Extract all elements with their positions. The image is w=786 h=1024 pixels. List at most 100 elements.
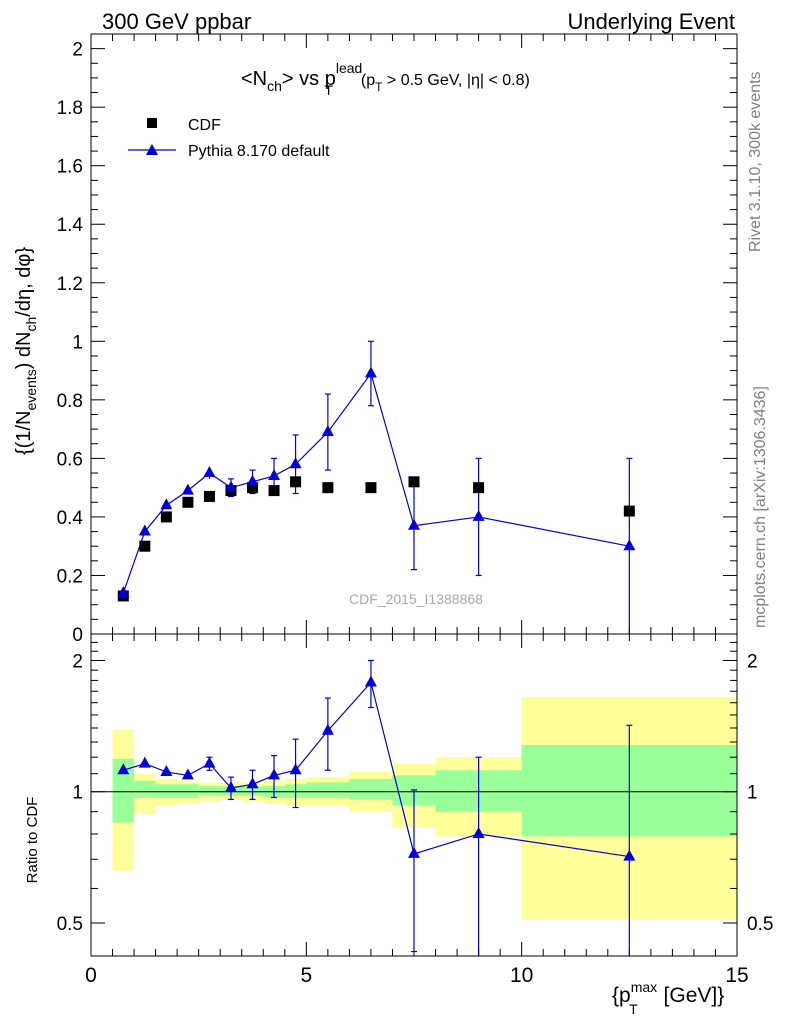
ratio-point: [268, 768, 281, 780]
header-right: Underlying Event: [567, 9, 735, 34]
ratio-point: [321, 723, 334, 735]
main-ylabel: {(1/Nevents) dNch/dη, dφ}: [13, 247, 39, 455]
xlabel: {pmax T [GeV]}: [612, 979, 724, 1017]
ratio-point: [472, 826, 485, 838]
y-tick-label: 1.8: [57, 98, 83, 119]
cdf-point: [247, 482, 258, 494]
cdf-point: [203, 490, 215, 502]
title-part1: <N: [241, 68, 267, 90]
legend-data-label: CDF: [188, 117, 221, 134]
ratio-point: [408, 846, 420, 858]
mc-point: [268, 468, 281, 480]
band-inner: [198, 786, 221, 796]
mc-point: [472, 509, 485, 521]
mc-point: [224, 480, 237, 492]
ratio-point: [289, 763, 302, 775]
legend: CDF Pythia 8.170 default: [128, 117, 330, 160]
title-sup: lead: [336, 60, 362, 76]
mc-point: [181, 483, 194, 495]
cdf-point: [160, 511, 172, 523]
cdf-point: [623, 505, 635, 517]
y-tick-label: 0.4: [57, 508, 84, 529]
y-tick-label: 0.6: [57, 449, 83, 470]
x-tick-label: 15: [725, 964, 748, 987]
cdf-point: [473, 482, 485, 494]
ratio-point: [364, 675, 377, 687]
title-cut-a: (p: [361, 72, 375, 89]
ratio-point: [160, 764, 173, 776]
y-tick-label: 1.6: [57, 157, 83, 178]
ratio-y-tick-label-right: 1: [747, 783, 758, 804]
xlabel-a: {p: [612, 984, 631, 1007]
mc-point: [623, 539, 636, 551]
ratio-y-tick-label: 0.5: [57, 914, 83, 935]
band-inner: [177, 784, 199, 798]
analysis-watermark: CDF_2015_I1388868: [349, 591, 483, 607]
cdf-point: [268, 485, 280, 497]
band-inner: [155, 784, 178, 798]
legend-mc-label: Pythia 8.170 default: [188, 143, 330, 160]
rivet-label: Rivet 3.1.10, 300k events: [747, 71, 764, 252]
mc-point: [203, 466, 216, 478]
band-inner: [349, 778, 393, 800]
title-sub2: T: [324, 82, 333, 98]
xlabel-sub: T: [629, 1001, 638, 1017]
cdf-point: [139, 540, 151, 552]
legend-data-marker: [147, 118, 157, 128]
cdf-point: [408, 476, 420, 488]
mc-point: [160, 498, 173, 510]
ratio-point: [623, 849, 636, 861]
title-part2: > vs p: [282, 68, 336, 90]
ratio-y-tick-label-right: 0.5: [747, 914, 773, 935]
ylabel-c: /dη, dφ}: [13, 247, 35, 317]
ratio-panel: 0 5 10 15 0.5 0.5 1 1 2 2: [57, 633, 773, 987]
mc-point: [321, 425, 334, 437]
x-tick-label: 0: [85, 964, 97, 987]
mc-point: [246, 474, 259, 486]
ratio-point: [224, 780, 237, 792]
ratio-y-tick-label: 1: [72, 783, 83, 804]
mc-point: [408, 518, 420, 530]
mcplots-label: mcplots.cern.ch [arXiv:1306.3436]: [752, 386, 769, 628]
cdf-point: [290, 476, 302, 488]
legend-mc-marker: [146, 144, 158, 155]
y-tick-label: 1: [72, 332, 83, 353]
title-sub1: ch: [267, 78, 282, 94]
ratio-point: [117, 763, 130, 775]
title-cut-b: > 0.5 GeV, |η| < 0.8): [382, 72, 529, 89]
x-tick-label: 10: [510, 964, 533, 987]
mc-point: [138, 524, 151, 536]
mc-point: [289, 457, 302, 469]
ylabel-b-sub: ch: [23, 317, 39, 332]
mc-point: [364, 366, 377, 378]
y-tick-label: 0.2: [57, 566, 83, 587]
ratio-y-tick-label-right: 2: [747, 651, 758, 672]
header-left: 300 GeV ppbar: [102, 9, 251, 34]
main-panel: 0 0.2 0.4 0.6 0.8 1 1.2 1.4 1.6 1.8 2: [57, 33, 738, 648]
band-inner: [306, 782, 350, 798]
y-tick-label: 0: [72, 625, 83, 646]
cdf-point: [365, 482, 377, 494]
main-title: <Nch> vs plead T(pT > 0.5 GeV, |η| < 0.8): [241, 60, 530, 98]
y-tick-label: 1.2: [57, 274, 83, 295]
y-tick-label: 1.4: [57, 215, 84, 236]
ratio-point: [138, 756, 151, 768]
title-cut-sub: T: [375, 80, 383, 94]
band-inner: [112, 758, 135, 823]
mc-point: [117, 586, 130, 598]
cdf-point: [322, 482, 334, 494]
y-tick-label: 0.8: [57, 391, 83, 412]
ratio-ylabel: Ratio to CDF: [24, 797, 41, 884]
ylabel-b: ) dN: [13, 331, 35, 369]
ratio-y-tick-label: 2: [72, 651, 83, 672]
band-inner: [134, 780, 156, 798]
x-tick-label: 5: [300, 964, 312, 987]
y-tick-label: 2: [72, 40, 83, 61]
ylabel-a: {(1/N: [13, 411, 35, 455]
cdf-point: [182, 496, 194, 508]
ratio-point: [203, 756, 216, 768]
ratio-point: [181, 768, 194, 780]
xlabel-b: [GeV]}: [658, 984, 725, 1007]
xlabel-sup: max: [631, 979, 657, 995]
